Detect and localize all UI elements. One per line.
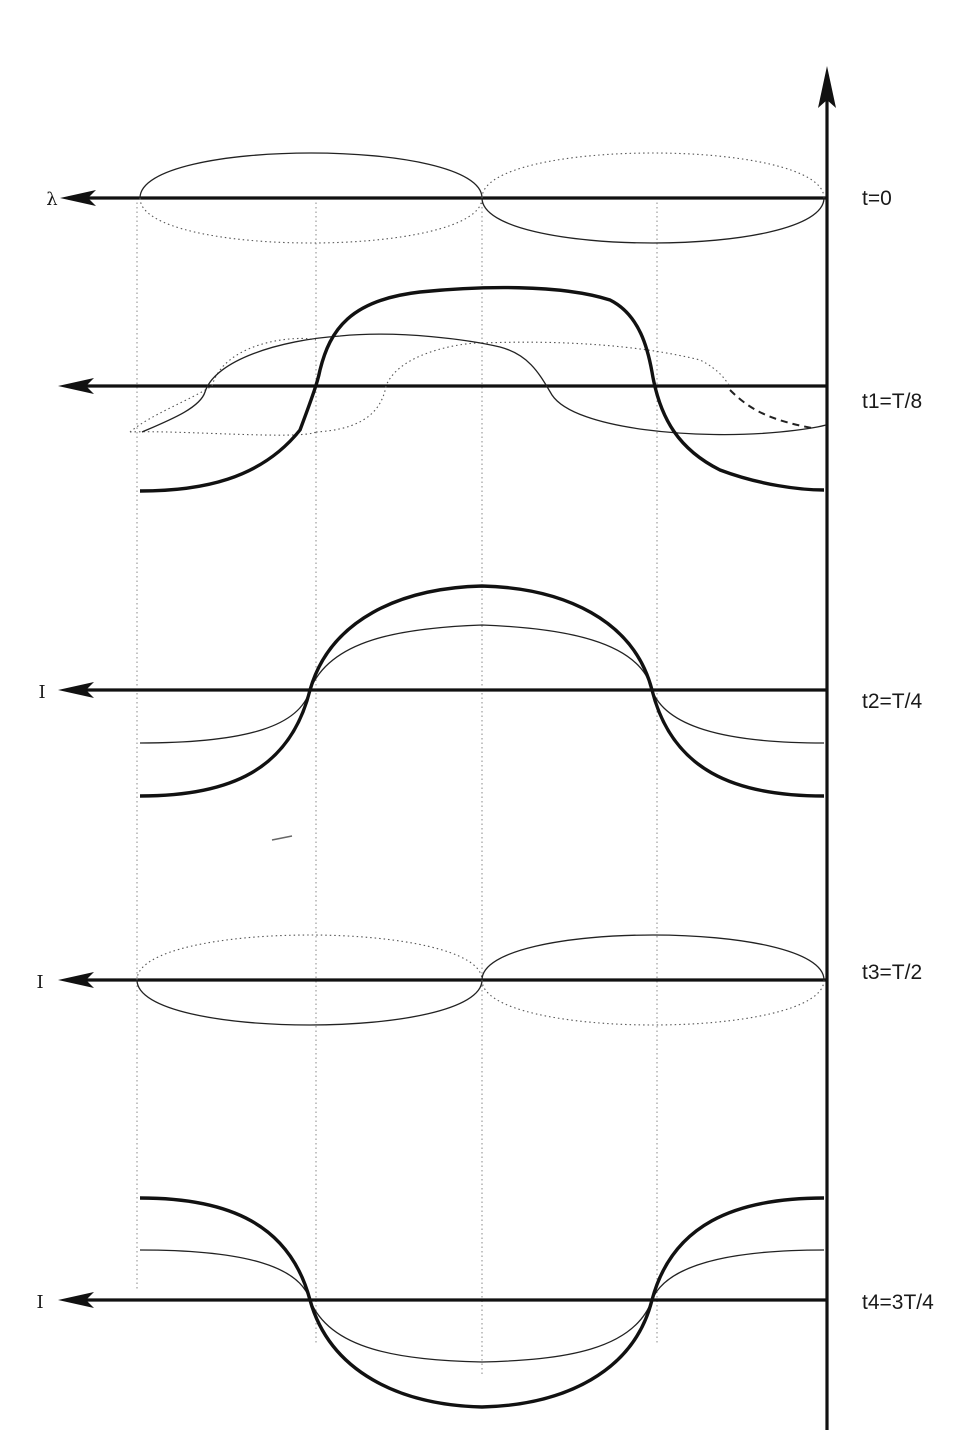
row-t4 (58, 1196, 827, 1409)
guide-lines (136, 198, 658, 1375)
time-label-t4: t4=3T/4 (862, 1291, 934, 1314)
arrowhead-t2 (58, 682, 94, 698)
time-label-t0: t=0 (862, 187, 892, 210)
axis-label-t2: I (38, 682, 45, 703)
thin-wave-t1 (141, 333, 827, 436)
row-t3 (58, 934, 827, 1026)
dotted-left-tail (129, 385, 213, 433)
dotted-lobe-b (315, 342, 483, 433)
stray-mark (271, 835, 293, 841)
time-axis (818, 66, 836, 1430)
dashed-tail-t1 (729, 389, 813, 429)
arrowhead-t0 (60, 190, 96, 206)
row-t0 (60, 152, 827, 244)
axis-label-t3: I (36, 972, 43, 993)
row-t2 (58, 584, 827, 798)
thick-wave-t2 (139, 584, 825, 798)
thin-wave-t4 (139, 1249, 825, 1363)
thick-wave-t1 (139, 285, 825, 493)
dotted-lobe-c (481, 341, 731, 387)
arrowhead-t1 (58, 378, 94, 394)
time-label-t1: t1=T/8 (862, 390, 922, 413)
dotted-bottom-left (129, 431, 317, 436)
lobe-2-dotted (481, 152, 825, 199)
thin-wave-t2 (139, 624, 825, 744)
lobe-2-solid-t3 (481, 934, 825, 981)
lobe-1-solid-t3 (136, 979, 483, 1026)
lobe-2-solid (481, 197, 825, 244)
lobe-2-dotted-t3 (481, 979, 825, 1026)
row-t1 (58, 285, 827, 493)
axis-label-t0: λ (46, 189, 57, 210)
time-label-t2: t2=T/4 (862, 690, 922, 713)
time-axis-arrowhead (818, 66, 836, 108)
lobe-1-solid (139, 152, 483, 199)
axis-label-t4: I (36, 1292, 43, 1313)
lobe-1-dotted-t3 (136, 934, 483, 981)
arrowhead-t4 (58, 1292, 94, 1308)
arrowhead-t3 (58, 972, 94, 988)
dotted-lobe-a (211, 337, 317, 387)
lobe-1-dotted (139, 197, 483, 244)
time-label-t3: t3=T/2 (862, 961, 922, 984)
thick-wave-t4 (139, 1196, 825, 1409)
